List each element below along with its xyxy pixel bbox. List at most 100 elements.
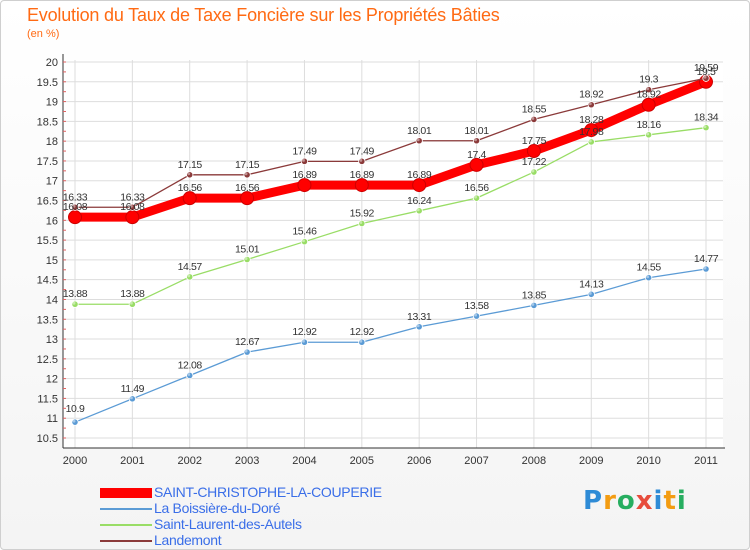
point-highlight bbox=[302, 339, 305, 343]
point-highlight bbox=[588, 102, 592, 106]
x-tick-label: 2006 bbox=[407, 455, 431, 467]
point-highlight bbox=[129, 301, 133, 305]
proxiti-logo: Proxiti bbox=[583, 486, 687, 516]
data-point bbox=[71, 203, 79, 211]
point-highlight bbox=[244, 257, 248, 260]
data-point bbox=[702, 265, 710, 273]
data-label: 12.67 bbox=[235, 336, 260, 348]
data-label: 15.01 bbox=[235, 243, 260, 255]
point-highlight bbox=[646, 87, 650, 91]
x-tick-label: 2011 bbox=[694, 455, 718, 467]
x-tick-label: 2003 bbox=[235, 455, 259, 467]
data-label: 13.85 bbox=[522, 289, 547, 301]
y-tick-label: 11 bbox=[47, 413, 58, 425]
legend-label: Landemont bbox=[154, 532, 222, 548]
legend-swatch bbox=[100, 540, 152, 542]
data-point bbox=[526, 144, 541, 159]
data-point bbox=[645, 86, 653, 94]
data-point bbox=[415, 137, 423, 145]
point-highlight bbox=[302, 239, 305, 243]
point-highlight bbox=[359, 221, 363, 224]
data-point bbox=[128, 395, 136, 403]
data-label: 16.08 bbox=[63, 201, 88, 213]
point-highlight bbox=[359, 339, 363, 343]
data-point bbox=[128, 203, 136, 211]
point-highlight bbox=[129, 204, 133, 208]
legend-swatch bbox=[100, 508, 152, 510]
label-layer: 16.08 16.08 16.56 16.56 16.89 16.89 16.89 17.4 1… bbox=[63, 62, 719, 415]
point-highlight bbox=[531, 169, 535, 173]
series-layer bbox=[68, 74, 713, 426]
point-highlight bbox=[72, 419, 76, 423]
data-label: 16.89 bbox=[292, 169, 317, 181]
data-label: 17.15 bbox=[178, 159, 203, 171]
y-tick-label: 12 bbox=[46, 374, 58, 386]
data-label: 18.28 bbox=[579, 114, 604, 126]
data-label: 14.13 bbox=[579, 278, 604, 290]
y-tick-label: 19.5 bbox=[37, 77, 58, 89]
data-label: 17.49 bbox=[350, 145, 375, 157]
point-highlight bbox=[244, 172, 248, 176]
data-label: 18.01 bbox=[464, 125, 489, 137]
point-highlight bbox=[187, 274, 191, 278]
y-tick-label: 19 bbox=[46, 97, 58, 109]
chart-unit-label: (en %) bbox=[27, 28, 60, 40]
point-highlight bbox=[531, 116, 535, 120]
x-tick-label: 2005 bbox=[350, 455, 374, 467]
point-highlight bbox=[474, 313, 477, 317]
data-label: 14.55 bbox=[636, 262, 661, 274]
data-point bbox=[645, 131, 653, 139]
data-point bbox=[243, 255, 251, 264]
data-label: 16.89 bbox=[407, 169, 432, 181]
data-point bbox=[300, 338, 309, 346]
y-tick-label: 15 bbox=[46, 255, 58, 267]
y-tick-label: 15.5 bbox=[37, 235, 58, 247]
x-tick-label: 2009 bbox=[579, 455, 603, 467]
point-highlight bbox=[646, 132, 650, 136]
data-point bbox=[702, 124, 710, 132]
data-point bbox=[358, 219, 366, 228]
data-point bbox=[240, 191, 255, 206]
x-tick-label: 2004 bbox=[292, 455, 316, 467]
legend-swatch bbox=[100, 524, 152, 526]
data-point bbox=[469, 157, 484, 172]
data-label: 19.3 bbox=[639, 74, 658, 86]
series-line-2 bbox=[74, 127, 707, 305]
data-label: 16.56 bbox=[178, 182, 203, 194]
data-label: 18.01 bbox=[407, 125, 432, 137]
data-point bbox=[182, 191, 197, 206]
logo-letter: P bbox=[583, 486, 604, 516]
y-tick-label: 13 bbox=[46, 334, 58, 346]
data-point bbox=[354, 178, 369, 193]
data-label: 16.08 bbox=[120, 201, 145, 213]
x-tick-label: 2002 bbox=[177, 455, 201, 467]
point-highlight bbox=[588, 291, 592, 295]
data-point bbox=[71, 300, 79, 308]
data-label: 13.88 bbox=[63, 288, 88, 300]
y-tick-label: 17 bbox=[46, 176, 58, 188]
data-point bbox=[584, 123, 599, 138]
data-label: 12.92 bbox=[292, 326, 317, 338]
y-tick-label: 13.5 bbox=[37, 314, 58, 326]
point-highlight bbox=[474, 138, 477, 142]
y-tick-label: 18 bbox=[46, 136, 58, 148]
data-label: 14.57 bbox=[178, 261, 203, 273]
data-point bbox=[186, 273, 194, 281]
data-label: 18.92 bbox=[636, 89, 661, 101]
x-tick-label: 2000 bbox=[63, 455, 87, 467]
data-label: 16.24 bbox=[407, 195, 432, 207]
point-highlight bbox=[531, 302, 535, 306]
logo-letter: i bbox=[676, 486, 687, 516]
y-tick-label: 12.5 bbox=[37, 354, 58, 366]
point-highlight bbox=[703, 266, 707, 270]
data-point bbox=[128, 300, 136, 308]
data-point bbox=[645, 274, 653, 282]
data-point bbox=[300, 157, 309, 165]
data-point bbox=[530, 168, 538, 176]
y-tick-label: 18.5 bbox=[37, 116, 58, 128]
point-highlight bbox=[359, 158, 363, 162]
data-point bbox=[641, 97, 656, 112]
data-label: 16.56 bbox=[235, 182, 260, 194]
axis-layer: 10.5 11 11.5 12 12.5 13 13.5 14 14.5 15 15.5 16 16.5… bbox=[37, 54, 725, 467]
